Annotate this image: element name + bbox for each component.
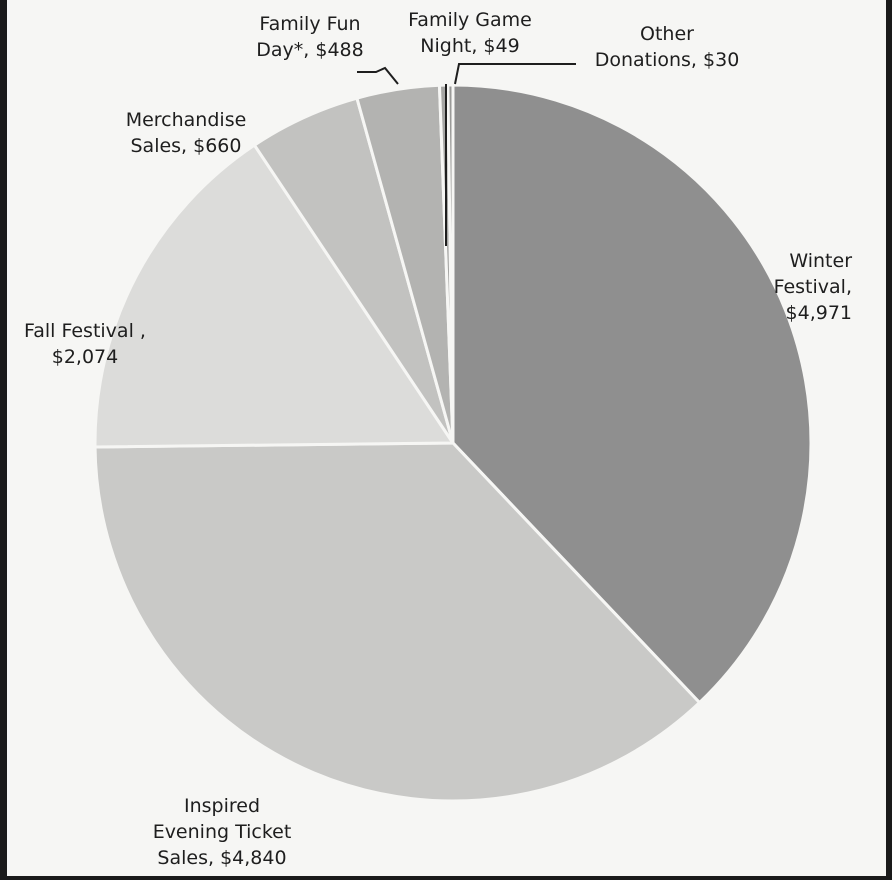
slice-label-line: $4,971 (786, 302, 852, 324)
slice-label-line: Inspired (184, 795, 260, 817)
slice-label-0: Winter Festival, $4,971 (774, 250, 853, 324)
leader-lines (357, 63, 576, 246)
chart-frame: Winter Festival, $4,971 Inspired Evening Tic… (7, 0, 886, 876)
slice-label-line: Winter (789, 250, 852, 272)
slice-label-line: Family Fun (259, 13, 360, 35)
slice-label-line: Family Game (408, 9, 532, 31)
slice-label-line: Evening Ticket (153, 821, 292, 843)
slice-label-line: Sales, $4,840 (157, 847, 286, 869)
pie-slice-1 (93, 441, 702, 803)
pie-slice-0 (451, 83, 813, 705)
slice-label-line: Other (640, 23, 694, 45)
leader-line-6 (454, 63, 576, 85)
pie-slice-6 (446, 83, 455, 444)
slice-label-6: Other Donations, $30 (595, 23, 740, 71)
slice-label-line: Day*, $488 (256, 39, 363, 61)
slice-labels: Winter Festival, $4,971 Inspired Evening Tic… (24, 9, 852, 869)
slice-label-line: Festival, (774, 276, 852, 298)
pie-chart: Winter Festival, $4,971 Inspired Evening Tic… (24, 9, 852, 869)
slice-label-5: Family Game Night, $49 (408, 9, 532, 57)
slice-label-line: Night, $49 (420, 35, 519, 57)
slice-label-4: Family Fun Day*, $488 (256, 13, 363, 61)
slice-label-line: Sales, $660 (130, 135, 241, 157)
slice-label-3: Merchandise Sales, $660 (126, 109, 247, 157)
slice-label-2: Fall Festival , $2,074 (24, 320, 146, 368)
pie-slices (93, 83, 813, 803)
slice-label-line: Fall Festival , (24, 320, 146, 342)
slice-label-line: Donations, $30 (595, 49, 740, 71)
leader-line-4 (357, 66, 399, 85)
slice-label-1: Inspired Evening Ticket Sales, $4,840 (153, 795, 292, 869)
pie-slice-2 (93, 143, 456, 449)
slice-label-line: Merchandise (126, 109, 247, 131)
slice-label-line: $2,074 (52, 346, 118, 368)
